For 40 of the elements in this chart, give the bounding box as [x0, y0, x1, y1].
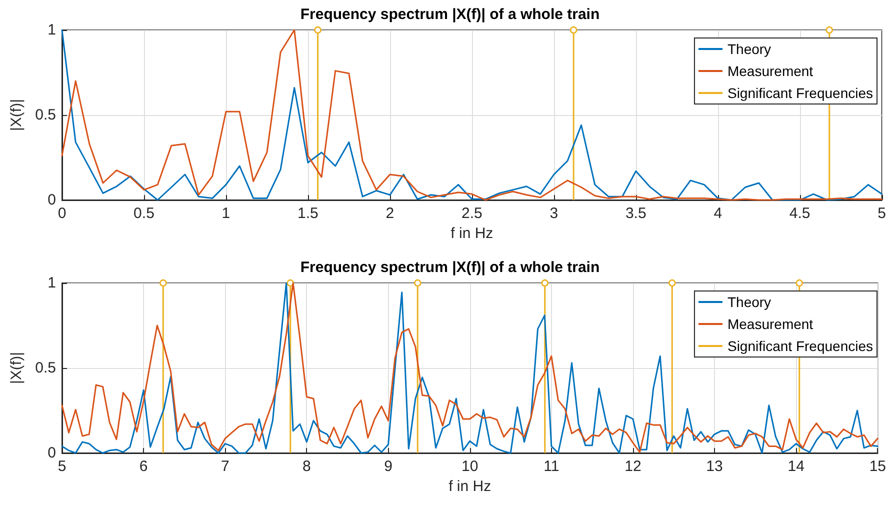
x-tick-label: 1.5: [298, 205, 318, 222]
y-tick-label: 0.5: [35, 106, 56, 124]
x-tick-label: 7: [220, 458, 230, 475]
x-tick-label: 2: [386, 205, 394, 222]
x-tick-label: 14: [788, 458, 804, 475]
y-tick-label: 0: [48, 192, 56, 208]
y-tick-label: 1: [48, 22, 56, 38]
x-tick-label: 15: [869, 458, 886, 475]
x-tick-label: 0.5: [134, 205, 154, 222]
x-tick-label: 8: [302, 458, 311, 475]
y-tick-label: 0.5: [35, 360, 56, 376]
y-tick-label: 1: [48, 274, 56, 292]
legend-label: Significant Frequencies: [727, 338, 874, 354]
x-tick-label: 11: [544, 458, 560, 475]
x-tick-label: 9: [384, 458, 392, 475]
legend-label: Theory: [727, 294, 772, 310]
chart-title: Frequency spectrum |X(f)| of a whole train: [300, 259, 600, 276]
x-tick-label: 6: [139, 458, 148, 475]
legend-label: Theory: [727, 41, 772, 57]
x-tick-label: 10: [461, 458, 478, 475]
line-series: [61, 29, 883, 201]
x-tick-label: 13: [706, 458, 723, 475]
y-axis-title: |X(f)|: [8, 352, 26, 384]
x-tick-label: 2.5: [461, 205, 482, 222]
legend-label: Measurement: [727, 63, 814, 79]
x-tick-label: 1: [222, 205, 230, 222]
legend-label: Measurement: [727, 316, 814, 332]
x-tick-label: 5: [58, 458, 66, 475]
x-tick-label: 5: [878, 205, 886, 222]
x-axis-title: f in Hz: [450, 225, 494, 242]
legend-label: Significant Frequencies: [727, 85, 874, 101]
x-tick-label: 4.5: [789, 205, 810, 222]
x-tick-label: 12: [624, 458, 642, 475]
y-tick-label: 0: [48, 444, 56, 462]
x-tick-label: 4: [714, 205, 722, 222]
x-tick-label: 3: [550, 205, 558, 222]
y-axis-title: |X(f)|: [8, 99, 26, 131]
chart-title: Frequency spectrum |X(f)| of a whole train: [300, 6, 600, 23]
x-tick-label: 3.5: [625, 205, 646, 222]
x-axis-title: f in Hz: [448, 478, 492, 495]
